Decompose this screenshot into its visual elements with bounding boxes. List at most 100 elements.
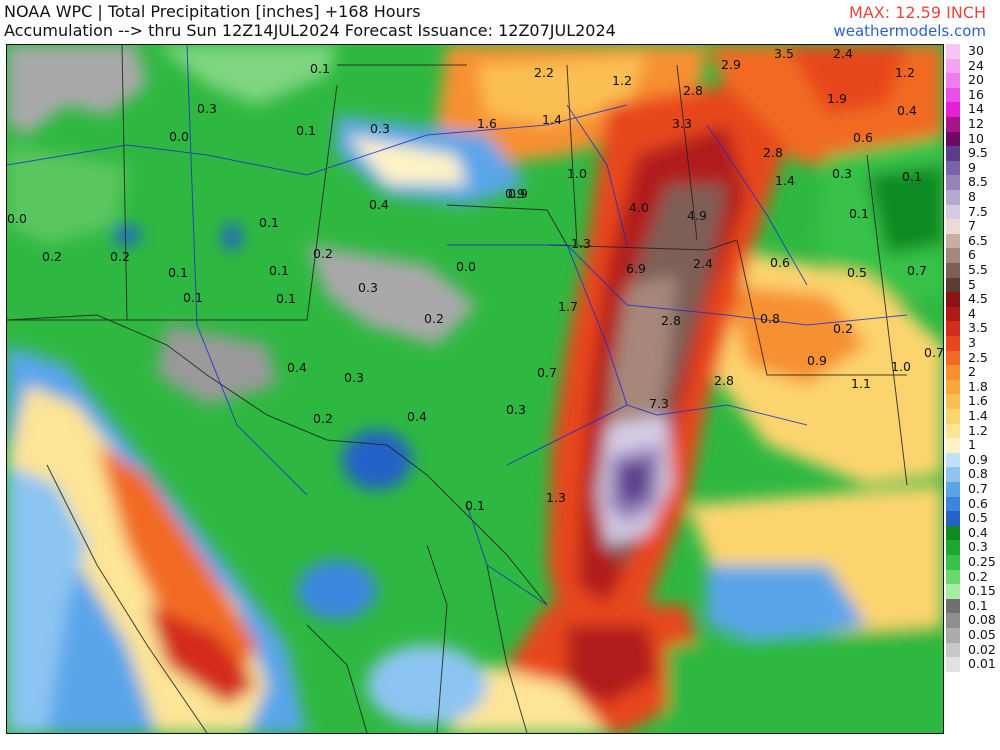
precipitation-map[interactable]: 0.1 0.3 0.0 0.1 0.3 0.0 0.2 0.1 0.1 0.2 0.1 0.2 0.1 0… [6,44,944,734]
map-value-label: 0.3 [370,121,390,136]
legend-label: 7 [968,218,976,234]
legend-swatch [946,190,960,205]
map-value-label: 2.4 [693,256,713,271]
legend-row: 12 [944,116,1000,132]
legend-swatch [946,482,960,497]
map-value-label: 1.7 [558,299,578,314]
legend-row: 0.02 [944,642,1000,658]
legend-row: 2 [944,365,1000,380]
legend-swatch [946,350,960,366]
legend-row: 7 [944,219,1000,234]
legend-row: 9 [944,160,1000,176]
map-canvas: 0.1 0.3 0.0 0.1 0.3 0.0 0.2 0.1 0.1 0.2 0.1 0.2 0.1 0… [7,45,943,733]
legend-swatch [946,204,960,220]
legend-row: 2.5 [944,349,1000,366]
legend-swatch [946,598,960,614]
legend-swatch [946,365,960,380]
legend-label: 3 [968,335,976,350]
map-value-label: 1.4 [542,112,562,127]
map-value-label: 4.9 [687,208,707,223]
legend-row: 0.01 [944,657,1000,672]
legend-row: 16 [944,86,1000,103]
legend-row: 9.5 [944,146,1000,161]
legend-label: 7.5 [968,203,988,219]
legend-label: 24 [968,57,984,73]
legend-label: 8 [968,189,976,204]
legend-label: 0.15 [968,583,996,599]
legend-swatch [946,160,960,176]
legend-row: 20 [944,73,1000,88]
map-value-label: 0.1 [276,291,296,306]
max-value-label: MAX: 12.59 INCH [849,3,986,22]
legend-label: 9.5 [968,145,988,161]
map-value-label: 1.3 [546,490,566,505]
map-value-label: 0.7 [537,365,557,380]
legend-row: 1.2 [944,423,1000,439]
map-value-label: 2.2 [534,65,554,80]
legend-row: 8 [944,189,1000,205]
legend-swatch [946,496,960,512]
site-link[interactable]: weathermodels.com [833,22,986,40]
legend-row: 6.5 [944,233,1000,249]
legend-label: 30 [968,43,984,58]
map-value-label: 0.1 [259,215,279,230]
legend-label: 6 [968,247,976,263]
legend-row: 0.9 [944,451,1000,468]
legend-swatch [946,394,960,409]
legend-row: 0.08 [944,613,1000,628]
map-value-label: 0.1 [310,61,330,76]
legend-label: 0.6 [968,495,988,511]
map-value-label: 0.4 [407,409,427,424]
map-value-label: 1.9 [827,91,847,106]
legend-label: 0.9 [968,451,988,467]
legend-row: 10 [944,131,1000,147]
map-value-label: 2.8 [714,373,734,388]
map-value-label: 4.0 [629,200,649,215]
map-value-label: 0.7 [924,345,943,360]
legend-row: 4.5 [944,292,1000,307]
legend-swatch [946,423,960,439]
map-value-label: 0.9 [508,186,528,201]
map-value-label: 1.1 [851,376,871,391]
legend-label: 5 [968,276,976,292]
legend-swatch [946,292,960,307]
legend-swatch [946,511,960,526]
legend-swatch [946,219,960,234]
map-value-label: 0.5 [847,265,867,280]
map-value-label: 0.9 [505,186,525,201]
map-value-label: 0.1 [168,265,188,280]
legend-row: 1.8 [944,379,1000,395]
legend-swatch [946,263,960,278]
legend-row: 0.7 [944,481,1000,497]
legend-swatch [946,321,960,336]
legend-label: 0.7 [968,481,988,496]
legend-label: 0.4 [968,524,988,540]
map-subtitle: Accumulation --> thru Sun 12Z14JUL2024 F… [4,21,616,40]
map-value-label: 0.2 [42,249,62,264]
legend-label: 2.5 [968,349,988,365]
map-value-label: 1.6 [477,116,497,131]
map-value-label: 0.1 [296,123,316,138]
legend-row: 30 [944,43,1000,59]
legend-row: 1.4 [944,408,1000,424]
map-value-label: 0.0 [169,129,189,144]
legend-label: 16 [968,86,984,102]
legend-swatch [946,525,960,541]
legend-label: 0.25 [968,554,996,569]
legend-row: 5 [944,276,1000,293]
legend-label: 2 [968,364,976,380]
map-value-label: 3.3 [672,116,692,131]
legend-row: 24 [944,57,1000,74]
legend-swatch [946,438,960,453]
legend-swatch [946,409,960,424]
legend-row: 0.3 [944,540,1000,555]
map-value-label: 0.1 [849,206,869,221]
legend-swatch [946,336,960,351]
map-value-label: 0.0 [456,259,476,274]
map-value-label: 0.4 [287,360,307,375]
legend-label: 0.8 [968,466,988,482]
legend-swatch [946,555,960,570]
map-value-label: 1.0 [891,359,911,374]
map-value-label: 0.7 [907,263,927,278]
legend-label: 0.01 [968,656,996,672]
